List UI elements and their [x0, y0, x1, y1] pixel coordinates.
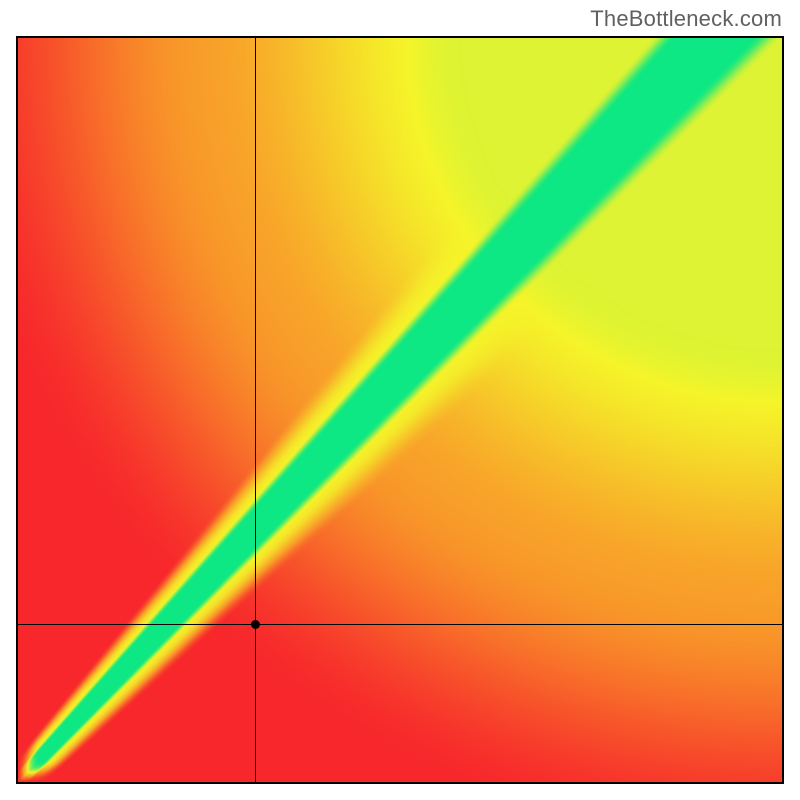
crosshair-horizontal	[16, 624, 784, 625]
chart-container: TheBottleneck.com	[0, 0, 800, 800]
watermark-text: TheBottleneck.com	[590, 6, 782, 32]
plot-area	[16, 36, 784, 784]
heatmap-canvas	[16, 36, 784, 784]
crosshair-vertical	[255, 36, 256, 784]
